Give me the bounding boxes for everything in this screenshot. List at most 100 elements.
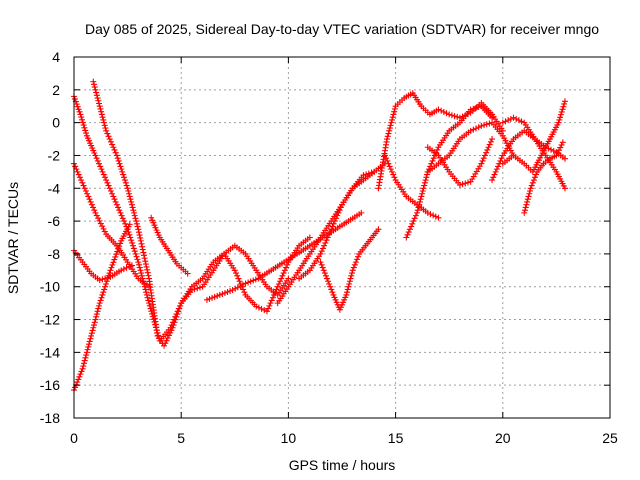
data-point: [349, 267, 356, 274]
data-point-interp: [505, 117, 512, 124]
data-point-interp: [94, 95, 101, 102]
data-point-interp: [134, 223, 141, 230]
data-point-interp: [133, 218, 140, 225]
data-point-interp: [137, 237, 144, 244]
series-arc-16: [489, 127, 568, 192]
data-point: [103, 127, 110, 134]
data-point-interp: [98, 111, 105, 118]
data-point: [88, 332, 95, 339]
data-point-interp: [385, 160, 392, 167]
data-point-interp: [557, 111, 564, 118]
data-point-interp: [386, 163, 393, 170]
x-tick-label: 25: [602, 430, 618, 446]
data-point-interp: [346, 280, 353, 287]
data-point-interp: [86, 341, 93, 348]
data-point-interp: [119, 215, 126, 222]
data-point-interp: [206, 295, 213, 302]
plot-frame: [73, 56, 611, 419]
data-point-interp: [219, 290, 226, 297]
data-point: [489, 136, 496, 143]
data-point-interp: [557, 114, 564, 121]
series-arc-12: [381, 152, 442, 221]
y-tick-label: -2: [48, 147, 61, 163]
data-point-interp: [96, 217, 103, 224]
data-point-interp: [348, 272, 355, 279]
data-point-interp: [194, 285, 201, 292]
data-point-interp: [344, 286, 351, 293]
data-point-interp: [411, 215, 418, 222]
data-point-interp: [138, 240, 145, 247]
data-point: [328, 226, 335, 233]
data-point-interp: [174, 311, 181, 318]
data-point-interp: [237, 283, 244, 290]
data-point-interp: [232, 270, 239, 277]
data-point-interp: [106, 270, 113, 277]
data-point-interp: [329, 223, 336, 230]
data-point-interp: [143, 289, 150, 296]
data-point: [306, 234, 313, 241]
data-point-interp: [76, 108, 83, 115]
data-point-interp: [109, 190, 116, 197]
data-point: [96, 277, 103, 284]
data-point-interp: [114, 248, 121, 255]
data-point-interp: [116, 243, 123, 250]
data-point-interp: [90, 324, 97, 331]
data-point: [467, 127, 474, 134]
data-point-interp: [99, 168, 106, 175]
data-point-interp: [421, 182, 428, 189]
data-point-interp: [473, 125, 479, 132]
data-point: [146, 300, 153, 307]
data-point-interp: [102, 283, 109, 290]
data-point-interp: [138, 272, 145, 279]
data-point: [103, 177, 110, 184]
data-point-interp: [429, 157, 436, 164]
data-point-interp: [139, 246, 146, 253]
data-point-interp: [88, 330, 95, 337]
data-point-interp: [136, 264, 143, 271]
data-point-interp: [430, 212, 437, 219]
data-point-interp: [127, 196, 134, 203]
data-point-interp: [80, 122, 87, 129]
data-point-interp: [459, 181, 466, 188]
data-point-interp: [319, 245, 326, 252]
data-point-interp: [136, 261, 143, 268]
data-point-interp: [351, 261, 358, 268]
data-point-interp: [144, 269, 151, 276]
data-point: [489, 177, 496, 184]
data-point: [79, 365, 86, 372]
data-point-interp: [560, 103, 567, 110]
data-point-interp: [93, 155, 100, 162]
data-point: [555, 119, 562, 126]
data-point-interp: [557, 144, 564, 151]
data-point-interp: [101, 228, 108, 235]
data-point-interp: [116, 160, 123, 167]
data-point-interp: [97, 163, 104, 170]
data-point-interp: [93, 212, 100, 219]
data-point-interp: [483, 121, 490, 128]
data-point-interp: [333, 215, 340, 222]
data-point-interp: [121, 177, 128, 184]
data-point-interp: [416, 201, 423, 208]
data-point-interp: [328, 286, 335, 293]
data-point-interp: [548, 146, 555, 153]
data-point: [135, 226, 142, 233]
data-point-interp: [144, 266, 151, 273]
data-point-interp: [120, 266, 127, 273]
data-point-interp: [475, 124, 482, 131]
data-point-interp: [221, 289, 228, 296]
data-point: [169, 324, 176, 331]
data-point-interp: [325, 278, 332, 285]
data-point-interp: [224, 288, 231, 295]
data-point-interp: [81, 357, 88, 364]
data-point-interp: [125, 188, 132, 195]
data-point-interp: [98, 294, 105, 301]
data-point-interp: [85, 343, 92, 350]
data-point-interp: [427, 211, 434, 218]
y-tick-label: -4: [48, 180, 61, 196]
data-point-interp: [82, 127, 89, 134]
data-point: [435, 214, 442, 221]
data-point-interp: [129, 242, 136, 249]
data-point-interp: [530, 177, 537, 184]
data-point-interp: [143, 263, 150, 270]
